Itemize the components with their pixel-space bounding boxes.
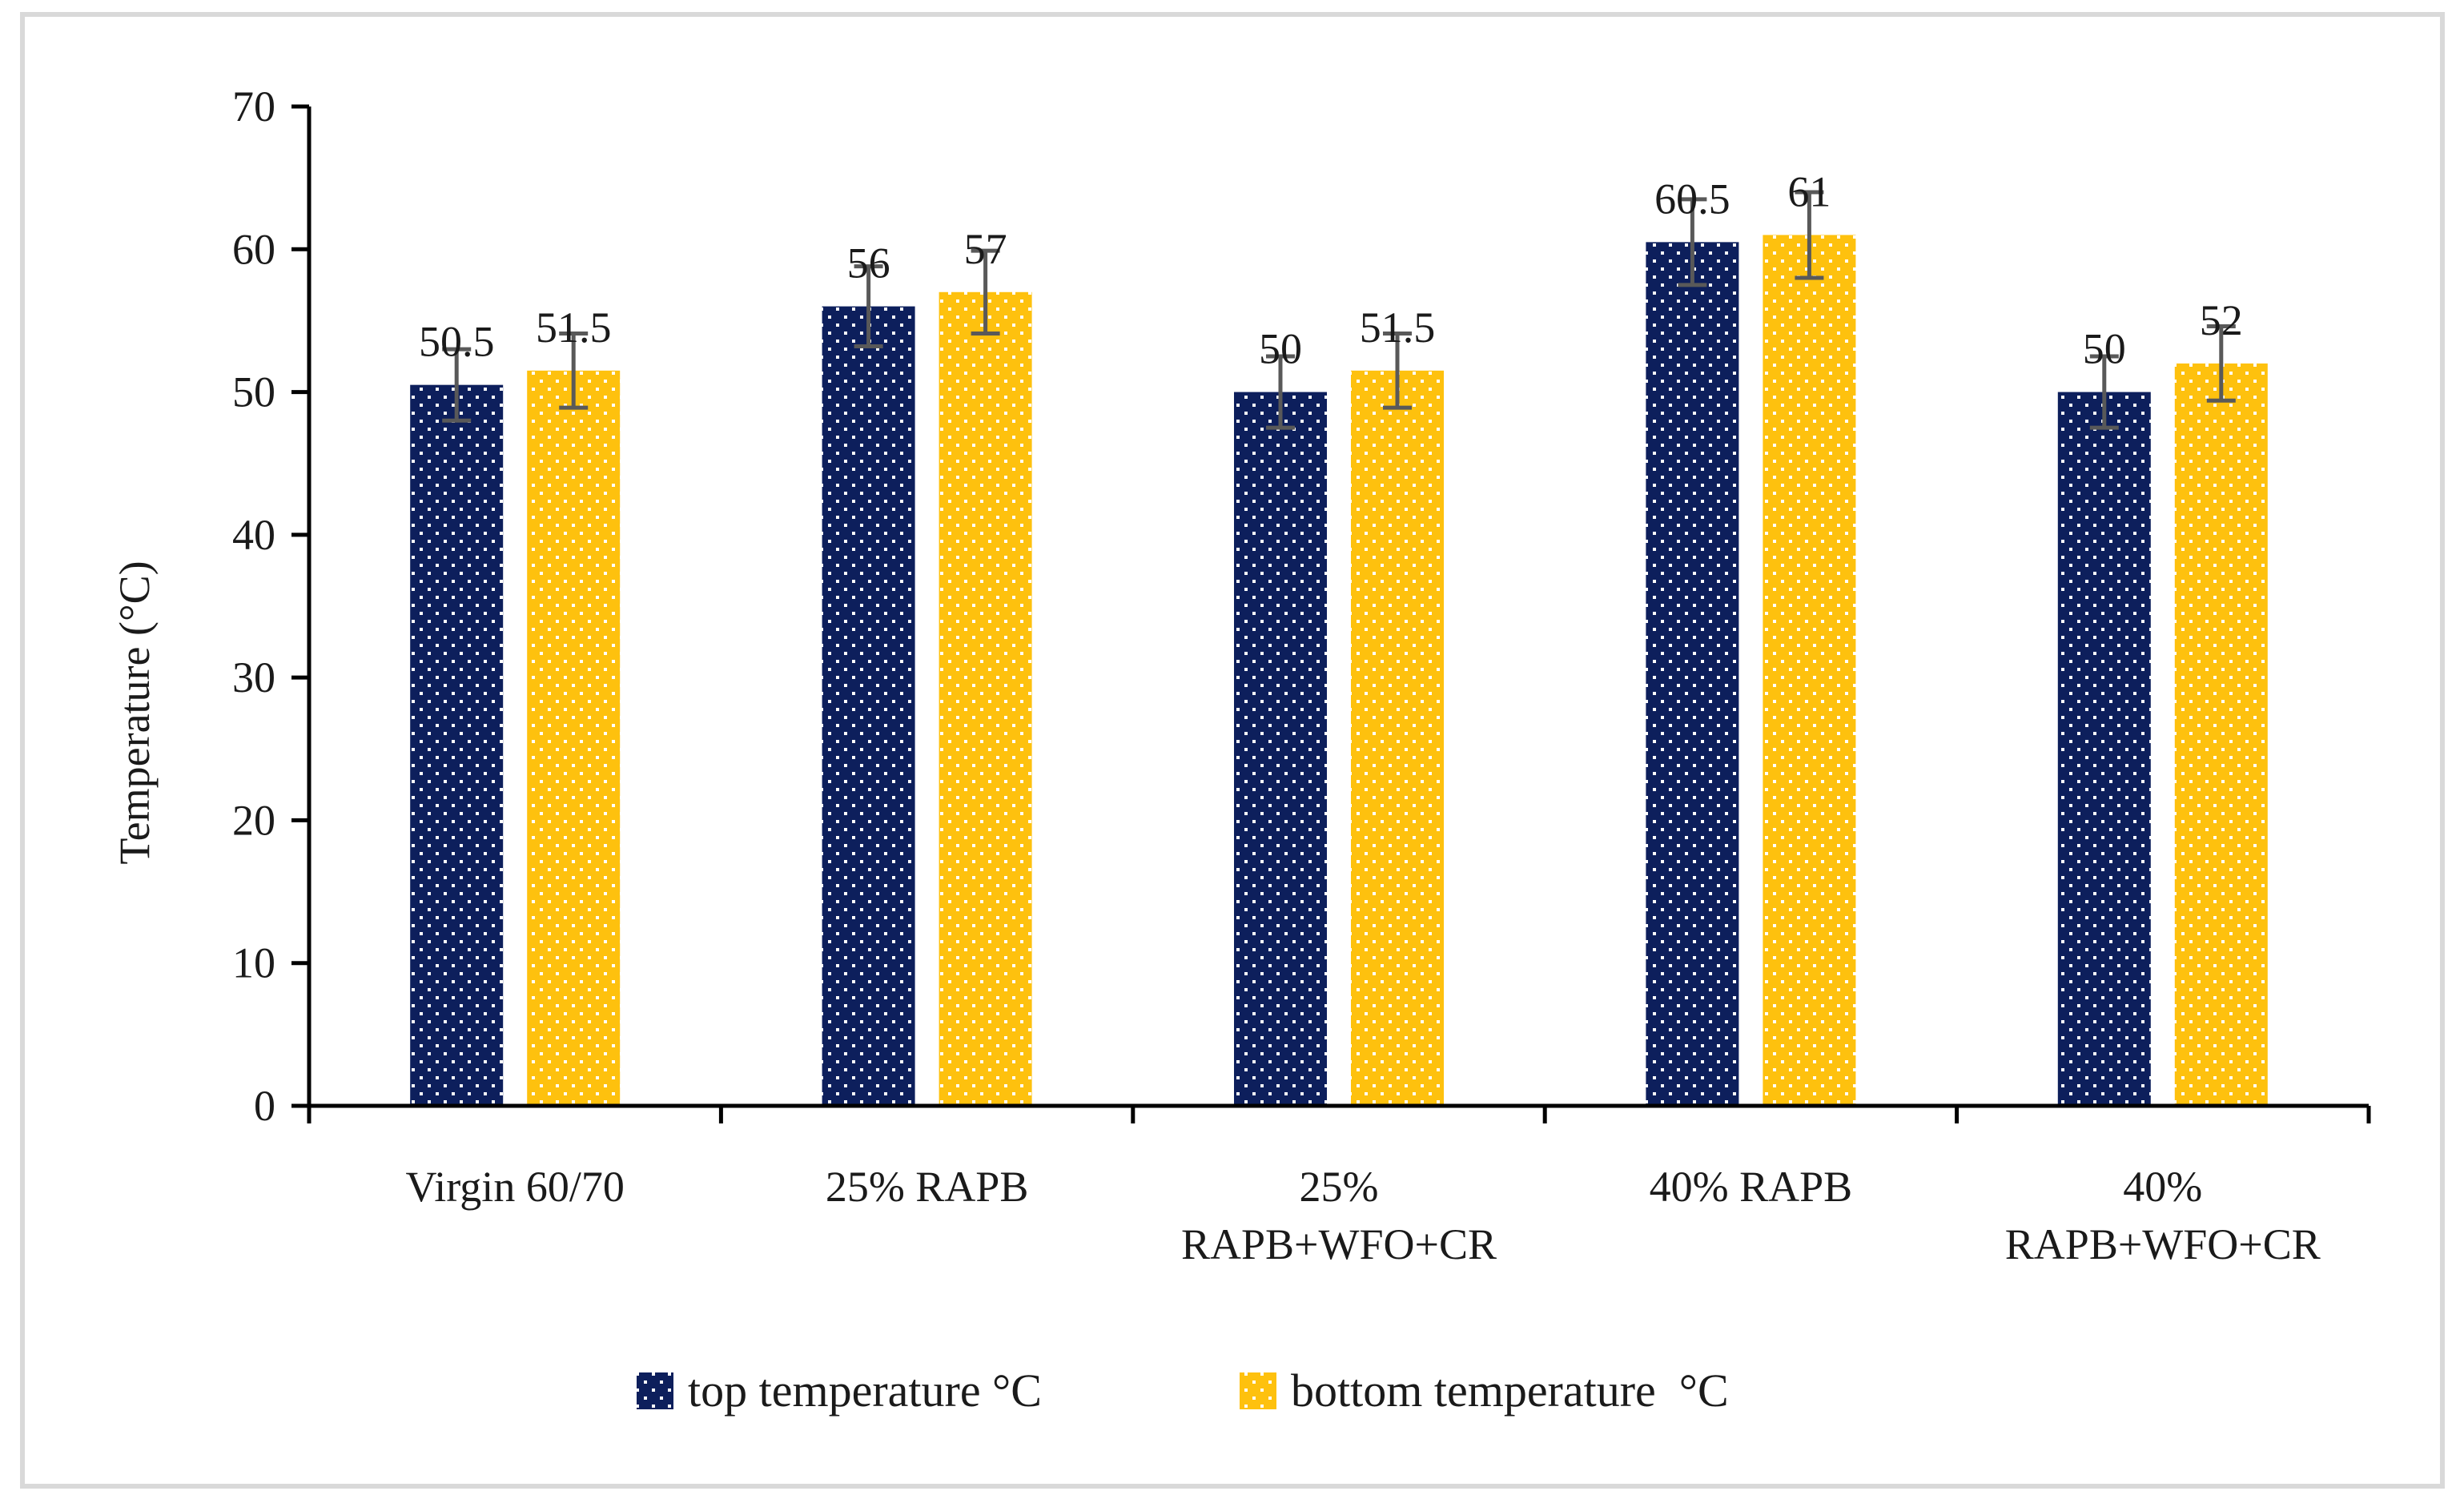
data-label: 56	[847, 239, 890, 287]
y-tick-label: 10	[232, 939, 275, 987]
data-label: 50	[1259, 325, 1302, 373]
category-label: 40% RAPB+WFO+CR	[2005, 1163, 2321, 1268]
bar-bottom-3	[1763, 235, 1856, 1106]
bar-bottom-1	[939, 291, 1032, 1106]
error-bar	[2089, 354, 2119, 430]
chart-frame	[20, 12, 2445, 1489]
error-bar	[1266, 354, 1295, 430]
error-bar	[559, 331, 589, 410]
y-tick-label: 70	[232, 82, 275, 131]
y-tick-label: 40	[232, 511, 275, 559]
y-tick-label: 0	[254, 1082, 275, 1130]
data-label: 57	[964, 225, 1007, 273]
category-label: 40% RAPB	[1650, 1163, 1853, 1211]
data-label: 51.5	[536, 303, 612, 352]
data-label: 51.5	[1360, 303, 1436, 352]
error-bar	[2206, 324, 2236, 403]
y-tick-label: 60	[232, 225, 275, 273]
data-label: 60.5	[1654, 175, 1730, 223]
y-tick-label: 50	[232, 368, 275, 416]
error-bars	[442, 190, 2236, 430]
y-axis-title: Temperature (°C)	[111, 561, 159, 864]
legend-item-bottom: bottom temperature °C	[1240, 1364, 1729, 1417]
data-labels: 50.5 51.5 56 57 50 51.5 60.5 61 50 52	[419, 167, 2243, 372]
error-bar	[1795, 190, 1824, 280]
bar-top-0	[410, 384, 504, 1107]
legend: top temperature °C bottom temperature °C	[637, 1364, 1729, 1417]
data-label: 61	[1787, 167, 1831, 215]
bar-bottom-0	[527, 370, 621, 1106]
legend-label: bottom temperature °C	[1291, 1364, 1729, 1417]
data-label: 50.5	[419, 318, 495, 366]
data-label: 50	[2083, 325, 2126, 373]
bar-top-1	[822, 306, 915, 1107]
category-labels: Virgin 60/70 25% RAPB 25% RAPB+WFO+CR 40% RA…	[406, 1163, 2321, 1268]
error-bar	[1383, 331, 1412, 410]
y-tick-label: 30	[232, 653, 275, 701]
y-tick-label: 20	[232, 796, 275, 844]
legend-swatch	[637, 1372, 673, 1409]
bar-bottom-4	[2174, 363, 2268, 1106]
bar-top-4	[2057, 392, 2151, 1107]
legend-label: top temperature °C	[688, 1364, 1042, 1417]
legend-swatch	[1240, 1372, 1276, 1409]
bars	[410, 235, 2268, 1107]
error-bar	[1678, 197, 1707, 287]
category-label: Virgin 60/70	[406, 1163, 625, 1211]
bar-top-2	[1234, 392, 1327, 1107]
legend-item-top: top temperature °C	[637, 1364, 1042, 1417]
error-bar	[854, 264, 883, 349]
y-axis-ticks: 0 10 20 30 40 50 60 70	[232, 82, 309, 1130]
x-axis-ticks	[307, 1106, 2371, 1123]
error-bar	[971, 248, 1000, 336]
bar-top-3	[1646, 242, 1739, 1106]
error-bar	[442, 347, 472, 423]
bar-bottom-2	[1351, 370, 1444, 1106]
axes	[307, 106, 2369, 1108]
data-label: 52	[2200, 296, 2243, 344]
category-label: 25% RAPB	[826, 1163, 1029, 1211]
category-label: 25% RAPB+WFO+CR	[1181, 1163, 1497, 1268]
